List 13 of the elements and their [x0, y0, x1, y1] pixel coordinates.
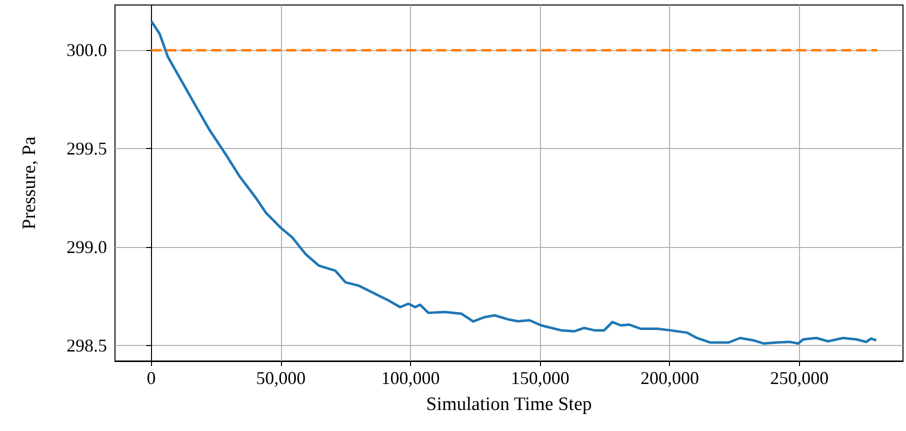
y-tick-label: 299.0 [66, 236, 107, 257]
y-tick-label: 300.0 [66, 40, 107, 60]
x-tick-label: 0 [146, 368, 156, 388]
x-tick-label: 50,000 [256, 368, 306, 388]
x-tick-label: 100,000 [381, 368, 440, 388]
y-tick-label: 298.5 [66, 335, 107, 356]
y-axis-title: Pressure, Pa [19, 136, 40, 230]
x-tick-label: 150,000 [510, 368, 570, 388]
x-axis-title: Simulation Time Step [426, 394, 592, 415]
line-series [150, 20, 878, 345]
x-tick-label: 250,000 [770, 368, 829, 388]
x-tick-label: 200,000 [640, 368, 699, 388]
y-tick-label: 299.5 [66, 138, 107, 159]
